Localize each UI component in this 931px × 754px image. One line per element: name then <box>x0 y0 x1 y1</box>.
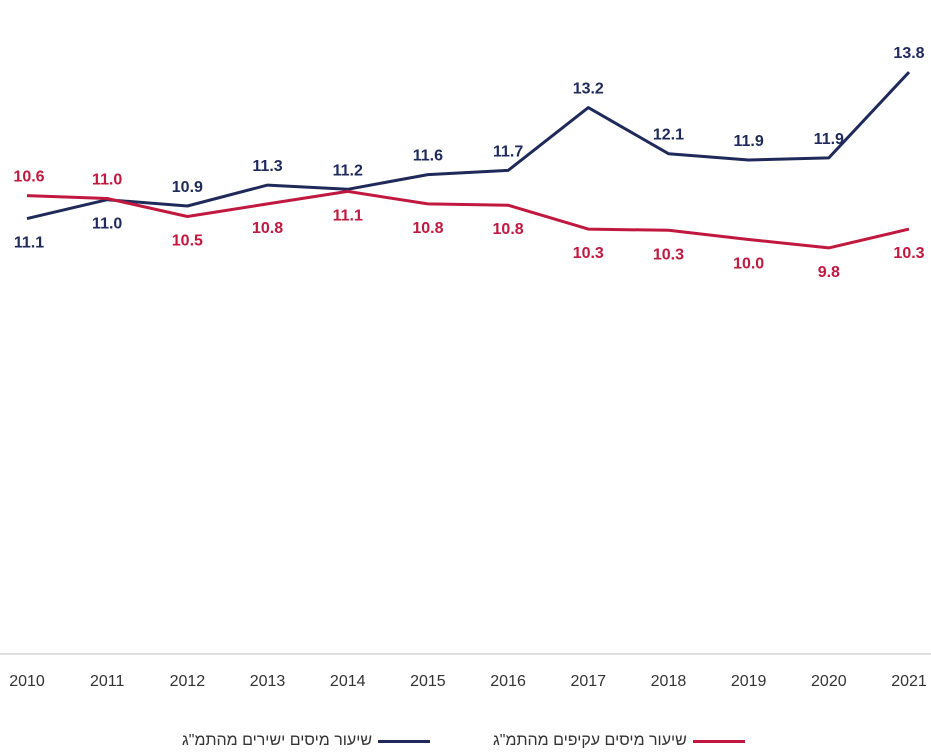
data-label-indirect-2019: 10.0 <box>733 256 764 273</box>
data-label-indirect-2021: 10.3 <box>893 245 924 262</box>
data-label-indirect-2013: 10.8 <box>252 220 283 237</box>
data-label-direct-2014: 11.2 <box>333 162 363 179</box>
data-label-direct-2013: 11.3 <box>252 158 282 175</box>
x-tick-label-2013: 2013 <box>250 673 286 690</box>
legend-label-indirect: שיעור מיסים עקיפים מהתמ"ג <box>493 732 687 749</box>
series-line-indirect <box>26 189 910 250</box>
line-chart: 2010 2011 2012 2013 2014 2015 2016 2017 2018 2019… <box>0 45 931 690</box>
legend-swatch-direct <box>378 739 431 743</box>
data-label-direct-2019: 11.9 <box>734 133 764 150</box>
data-label-indirect-2014: 11.1 <box>333 207 363 224</box>
data-label-indirect-2020: 9.8 <box>818 264 840 281</box>
data-label-direct-2020: 11.9 <box>814 131 844 148</box>
x-tick-label-2012: 2012 <box>170 673 206 690</box>
data-label-direct-2021: 13.8 <box>893 45 924 62</box>
x-tick-label-2014: 2014 <box>330 673 366 690</box>
data-label-indirect-2016: 10.8 <box>493 221 524 238</box>
x-tick-label-2010: 2010 <box>9 673 45 690</box>
x-tick-label-2021: 2021 <box>891 673 927 690</box>
legend-swatch-indirect <box>692 739 745 743</box>
x-tick-label-2019: 2019 <box>731 673 767 690</box>
data-label-indirect-2018: 10.3 <box>653 246 684 263</box>
data-label-direct-2012: 10.9 <box>172 179 203 196</box>
legend-item-direct: שיעור מיסים ישירים מהתמ"ג <box>182 730 431 752</box>
x-tick-label-2015: 2015 <box>410 673 446 690</box>
data-label-direct-2015: 11.6 <box>413 148 443 165</box>
legend: שיעור מיסים ישירים מהתמ"ג שיעור מיסים עק… <box>0 730 931 752</box>
x-axis-ticks: 2010 2011 2012 2013 2014 2015 2016 2017 2018 2019… <box>9 673 927 690</box>
data-labels: 11.1 11.0 10.9 11.3 11.2 11.6 11.7 13.2 12.1 11.9… <box>13 45 924 281</box>
data-label-direct-2018: 12.1 <box>653 127 684 144</box>
x-tick-label-2018: 2018 <box>651 673 687 690</box>
legend-item-indirect: שיעור מיסים עקיפים מהתמ"ג <box>493 730 745 752</box>
data-label-direct-2010: 11.1 <box>14 235 44 252</box>
x-tick-label-2011: 2011 <box>90 673 125 690</box>
data-label-indirect-2015: 10.8 <box>412 220 443 237</box>
series-lines <box>26 71 911 250</box>
x-tick-label-2020: 2020 <box>811 673 847 690</box>
data-label-direct-2017: 13.2 <box>573 81 604 98</box>
x-tick-label-2017: 2017 <box>570 673 606 690</box>
x-tick-label-2016: 2016 <box>490 673 526 690</box>
data-label-indirect-2017: 10.3 <box>573 245 604 262</box>
series-line-direct <box>26 71 911 221</box>
data-label-direct-2016: 11.7 <box>493 143 523 160</box>
data-label-indirect-2011: 11.0 <box>92 171 122 188</box>
data-label-indirect-2010: 10.6 <box>13 169 44 186</box>
legend-label-direct: שיעור מיסים ישירים מהתמ"ג <box>182 732 373 749</box>
data-label-indirect-2012: 10.5 <box>172 232 203 249</box>
data-label-direct-2011: 11.0 <box>92 216 122 233</box>
